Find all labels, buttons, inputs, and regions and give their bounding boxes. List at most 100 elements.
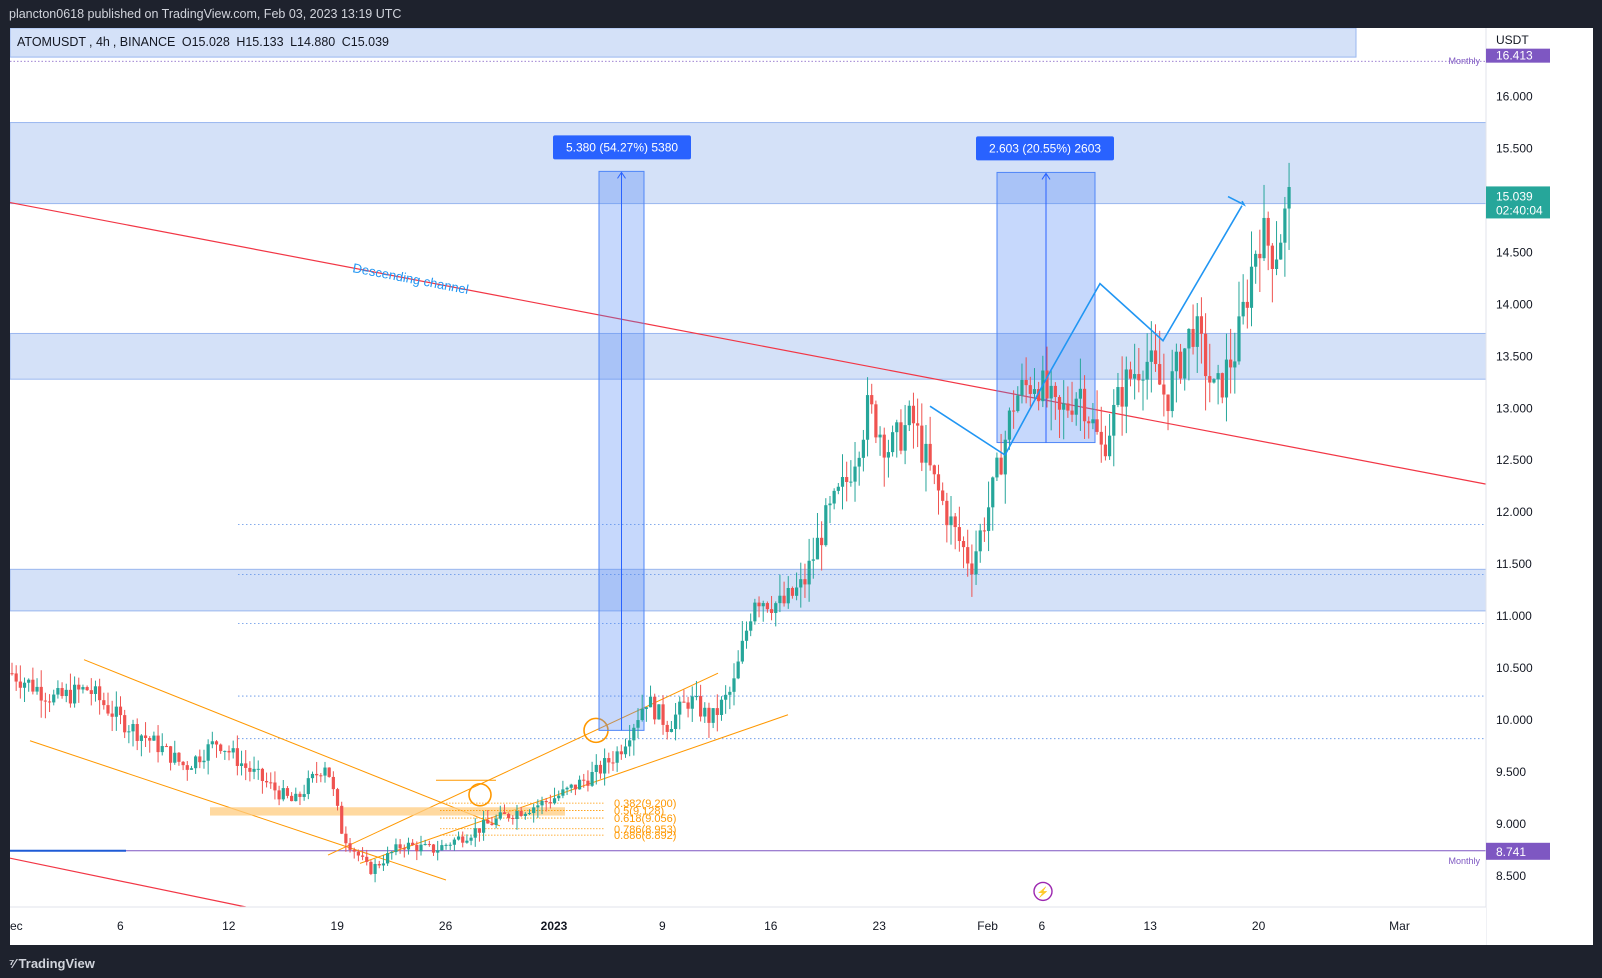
candle-body xyxy=(653,696,657,720)
candle-body xyxy=(290,795,294,802)
candle-body xyxy=(93,686,98,694)
candle-body xyxy=(223,750,227,752)
candle-body xyxy=(799,579,803,588)
candle-body xyxy=(1262,217,1266,259)
candle-body xyxy=(14,673,18,682)
candle-body xyxy=(995,457,999,478)
candle-body xyxy=(1082,388,1087,422)
candle-body xyxy=(690,696,694,709)
candle-body xyxy=(452,839,456,845)
candle-body xyxy=(1174,351,1178,372)
candle-body xyxy=(1258,253,1262,259)
price-axis-currency: USDT xyxy=(1496,33,1529,47)
projection-arrowhead xyxy=(1227,195,1247,207)
candle-body xyxy=(302,794,306,797)
candle-body xyxy=(173,752,177,763)
candle-body xyxy=(561,789,565,796)
candle-body xyxy=(1108,435,1112,457)
price-tick-label: 14.000 xyxy=(1496,297,1533,311)
candle-body xyxy=(1166,394,1170,412)
candle-body xyxy=(1153,350,1158,365)
candle-body xyxy=(402,848,406,850)
time-tick-label: 20 xyxy=(1252,919,1266,933)
descending-channel-lower xyxy=(10,857,247,908)
candle-body xyxy=(415,845,419,852)
last-price-badge xyxy=(1486,186,1550,219)
candle-body xyxy=(636,720,640,728)
candle-body xyxy=(139,735,143,741)
candle-body xyxy=(277,790,281,800)
candle-body xyxy=(1037,389,1041,402)
tradingview-logo[interactable]: ⁷⁄ TradingView xyxy=(9,956,95,971)
candle-body xyxy=(160,746,164,753)
candle-body xyxy=(490,823,494,825)
candle-body xyxy=(853,466,857,482)
price-tick-label: 10.000 xyxy=(1496,713,1533,727)
time-tick-label: 19 xyxy=(331,919,345,933)
candle-body xyxy=(335,789,340,806)
candle-body xyxy=(214,741,219,745)
chart-pane[interactable]: Descending channel 0.382(9.200) 0.5(9.128)… xyxy=(10,28,1593,945)
candle-body xyxy=(982,530,987,532)
candle-body xyxy=(260,768,265,781)
price-tick-label: 8.500 xyxy=(1496,869,1526,883)
candle-body xyxy=(440,845,444,851)
candle-body xyxy=(920,425,924,463)
candle-body xyxy=(974,551,978,575)
candle-body xyxy=(686,702,690,709)
candle-body xyxy=(728,691,732,695)
candle-body xyxy=(1245,301,1249,308)
candle-body xyxy=(682,701,686,703)
candle-body xyxy=(895,422,899,433)
candle-body xyxy=(411,842,415,846)
candle-body xyxy=(47,701,52,703)
candle-body xyxy=(966,547,970,564)
candle-body xyxy=(811,559,815,561)
candle-body xyxy=(657,704,661,720)
price-chart[interactable]: Descending channel 0.382(9.200)0.5(9.128)… xyxy=(10,28,1593,945)
candle-body xyxy=(56,688,60,695)
candle-body xyxy=(306,778,310,795)
candle-body xyxy=(127,731,131,733)
candle-body xyxy=(231,748,235,753)
candle-body xyxy=(1208,376,1212,383)
candle-body xyxy=(373,863,377,874)
candle-body xyxy=(845,477,849,483)
candle-body xyxy=(724,694,728,700)
candle-body xyxy=(394,844,398,853)
candle-body xyxy=(978,530,982,552)
price-tick-label: 9.000 xyxy=(1496,817,1526,831)
candle-body xyxy=(527,813,532,815)
candle-body xyxy=(1237,316,1241,362)
candle-body xyxy=(1145,361,1149,380)
descending-channel-upper xyxy=(10,201,1487,485)
candle-body xyxy=(319,775,323,777)
candle-body xyxy=(498,812,502,819)
candle-body xyxy=(473,828,477,838)
candle-body xyxy=(661,704,665,725)
candle-body xyxy=(327,767,331,777)
candle-body xyxy=(118,706,123,716)
candle-body xyxy=(1170,371,1174,412)
candle-body xyxy=(986,507,991,532)
candle-body xyxy=(970,563,974,575)
candle-body xyxy=(544,800,548,803)
candle-body xyxy=(444,844,448,846)
candle-body xyxy=(486,819,490,824)
candle-body xyxy=(356,851,360,856)
sr-zone xyxy=(10,28,1357,58)
candle-body xyxy=(1066,403,1070,411)
candle-body xyxy=(753,602,757,622)
sr-zone xyxy=(10,122,1487,205)
candle-body xyxy=(532,807,536,814)
candle-body xyxy=(85,687,89,691)
candle-body xyxy=(882,434,886,458)
candle-body xyxy=(344,833,348,844)
candle-body xyxy=(1133,374,1137,379)
candle-body xyxy=(35,686,39,692)
candle-body xyxy=(264,780,269,783)
candle-body xyxy=(615,751,619,763)
candle-body xyxy=(957,527,961,542)
candle-body xyxy=(244,763,248,768)
monthly-high-label: Monthly xyxy=(1448,56,1480,66)
